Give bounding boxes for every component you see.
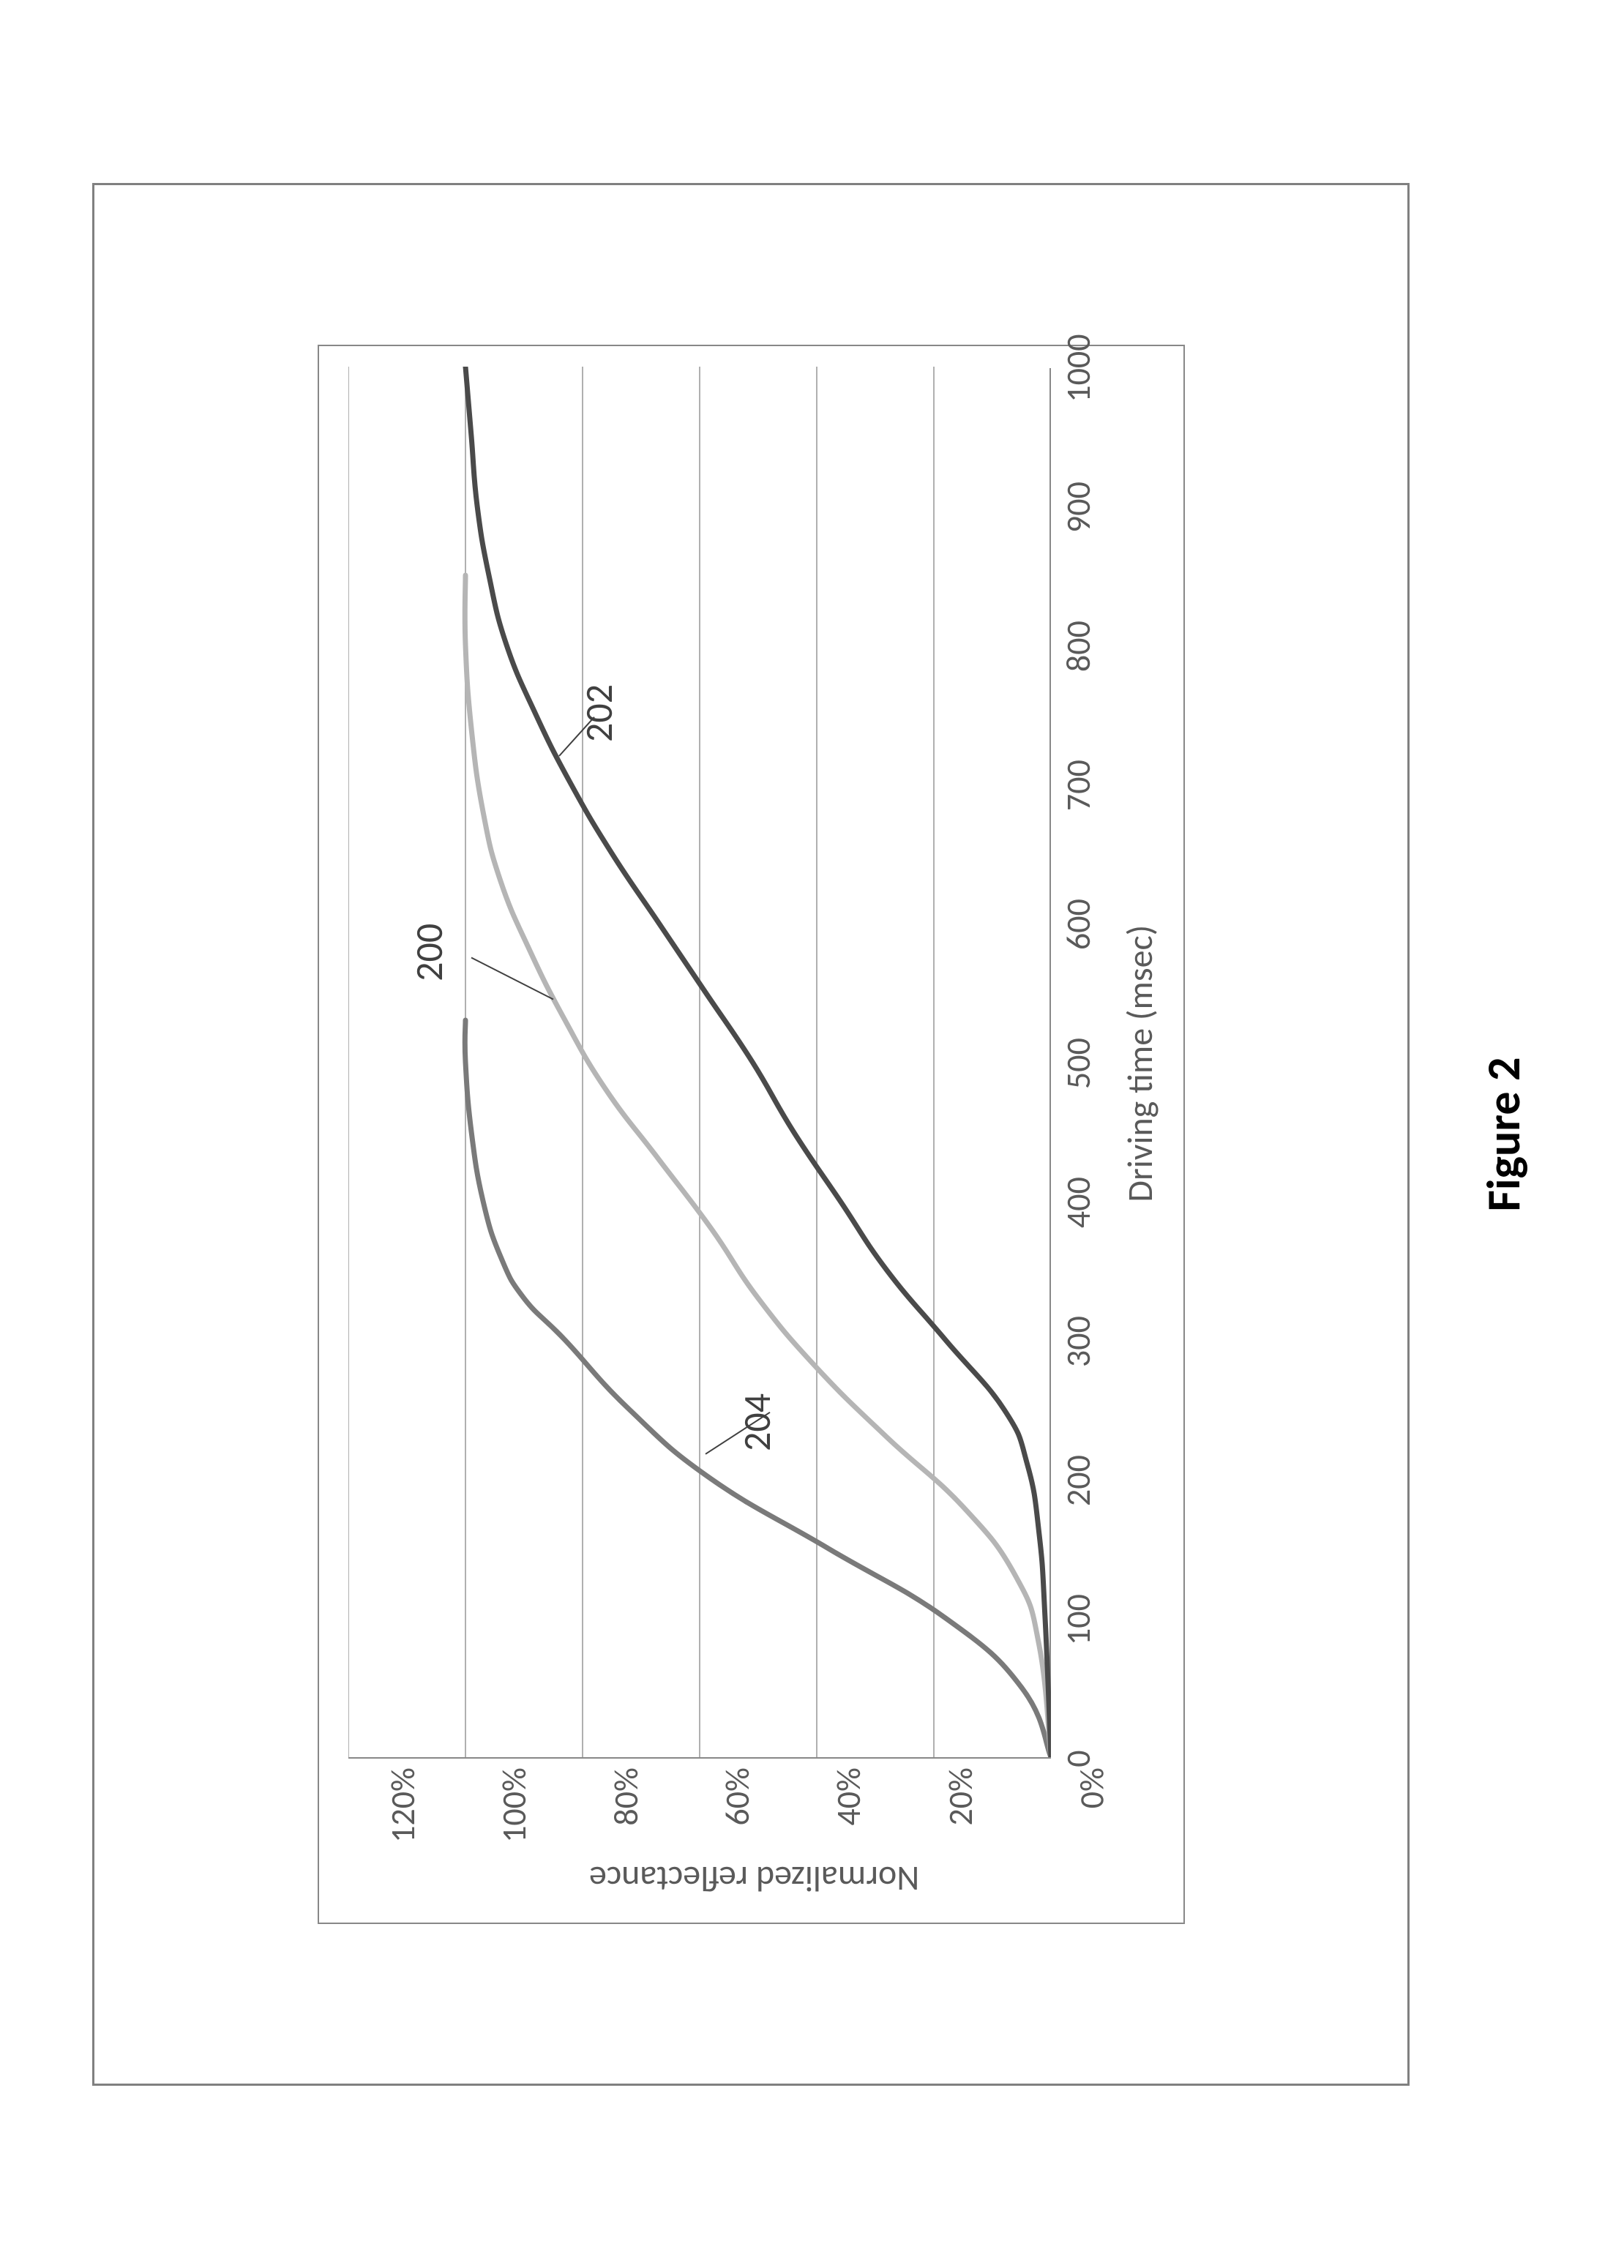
y-axis-title: Normalized reflectance [589, 1857, 919, 1900]
curve-204 [464, 1020, 1050, 1757]
figure-label: Figure 2 [1475, 1057, 1533, 1211]
y-tick-label: 40% [832, 1767, 866, 1826]
y-tick-label: 0% [1075, 1767, 1109, 1808]
svg-text:202: 202 [575, 684, 621, 742]
y-tick-label: 60% [720, 1767, 754, 1826]
curve-202 [465, 367, 1050, 1757]
y-tick-label: 120% [386, 1767, 420, 1843]
y-tick-label: 80% [609, 1767, 643, 1826]
svg-text:204: 204 [733, 1393, 779, 1451]
y-tick-label: 20% [943, 1767, 977, 1826]
chart-frame: Normalized reflectance 120% 100% 80% 60% 40%… [317, 345, 1184, 1924]
callout-204: 204 [705, 1393, 779, 1454]
plot-area: 204 200 202 [348, 368, 1050, 1759]
y-tick-label: 100% [498, 1767, 531, 1843]
svg-text:200: 200 [405, 923, 452, 981]
x-axis-labels: 01002003004005006007008009001000 [1058, 368, 1099, 1759]
outer-frame: Normalized reflectance 120% 100% 80% 60% 40%… [92, 183, 1410, 2086]
callout-200: 200 [405, 923, 553, 999]
y-axis-labels: 120%100%80%60%40%20%0% [403, 1767, 1106, 1843]
x-axis-title: Driving time (msec) [1118, 368, 1161, 1759]
callout-202: 202 [558, 684, 621, 756]
